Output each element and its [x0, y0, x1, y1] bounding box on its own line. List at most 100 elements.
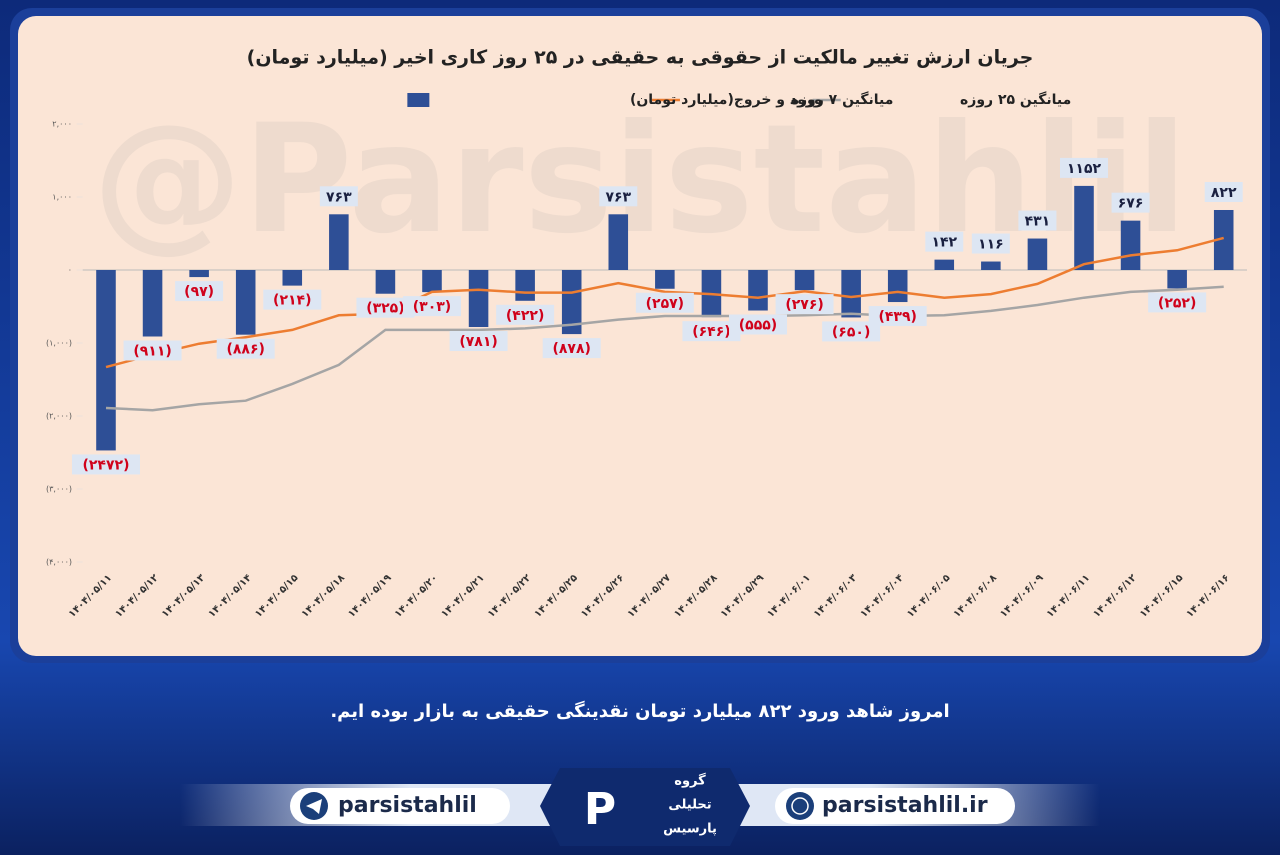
data-label-box	[319, 186, 358, 207]
data-label: ۱۴۲	[931, 235, 957, 251]
data-label-box	[175, 281, 224, 302]
y-tick-label: ۰	[68, 266, 72, 275]
globe-icon	[786, 792, 814, 820]
data-label: (۲۵۷)	[646, 296, 684, 312]
data-label-box	[216, 338, 275, 359]
website-pill	[775, 788, 1015, 824]
y-tick-label: (۲,۰۰۰)	[46, 412, 72, 421]
data-label-box	[599, 186, 638, 207]
logo-mark: P	[584, 784, 616, 835]
data-label-box	[775, 294, 834, 315]
bar	[329, 214, 349, 270]
data-label: (۲۷۶)	[785, 297, 823, 313]
data-label-box	[635, 292, 694, 313]
bar	[189, 270, 209, 278]
data-label: ۱۱۵۲	[1067, 161, 1102, 177]
bar	[515, 270, 535, 301]
data-label-box	[971, 233, 1010, 254]
data-label-box	[1204, 181, 1243, 202]
data-label-box	[496, 304, 555, 325]
bar	[1167, 270, 1187, 289]
legend-label: میانگین ۷ روزه	[791, 91, 894, 108]
data-label-box	[356, 297, 415, 318]
data-label: (۲۴۷۲)	[82, 457, 129, 473]
y-tick-label: (۳,۰۰۰)	[46, 485, 72, 494]
logo-box	[540, 768, 750, 846]
bar	[655, 270, 675, 289]
logo-line: تحلیلی	[668, 798, 711, 813]
bar	[1213, 209, 1234, 270]
bar	[841, 270, 861, 318]
bar	[608, 214, 629, 270]
data-label: (۹۱۱)	[133, 344, 171, 360]
website[interactable]: parsistahlil.ir	[822, 793, 988, 818]
line	[105, 285, 1224, 412]
y-tick-label: (۱,۰۰۰)	[46, 339, 72, 348]
data-label-box	[682, 321, 741, 342]
data-label: ۷۶۳	[326, 189, 352, 205]
data-label: (۹۷)	[184, 284, 214, 300]
data-label: ۸۲۲	[1211, 185, 1237, 201]
y-tick-label: (۴,۰۰۰)	[46, 558, 72, 567]
data-label: (۵۵۵)	[739, 318, 777, 334]
data-label: (۸۸۶)	[226, 342, 264, 358]
data-label-box	[868, 306, 927, 327]
data-label-box	[1018, 210, 1057, 231]
data-label-box	[1059, 157, 1108, 178]
bar	[282, 270, 303, 286]
legend-label: ورود و خروج(میلیارد تومان)	[630, 92, 823, 108]
chart-panel	[18, 16, 1262, 656]
caption: امروز شاهد ورود ۸۲۲ میلیارد تومان نقدینگ…	[330, 700, 949, 722]
data-label-box	[123, 340, 182, 361]
data-label-box	[542, 338, 601, 359]
line	[105, 236, 1225, 369]
data-label-box	[402, 296, 461, 317]
bar	[142, 270, 163, 337]
telegram-handle[interactable]: parsistahlil	[338, 793, 477, 818]
bar	[794, 270, 815, 291]
data-label: (۴۳۹)	[878, 309, 916, 325]
bar	[1027, 238, 1048, 270]
data-label: ۶۷۶	[1118, 196, 1144, 212]
bar	[1120, 220, 1141, 270]
telegram-pill	[290, 788, 510, 824]
data-label: (۸۷۸)	[552, 341, 590, 357]
legend-swatch	[407, 93, 430, 107]
y-tick-label: ۲,۰۰۰	[52, 120, 72, 129]
data-label: (۳۲۵)	[366, 301, 404, 317]
data-label: (۴۲۲)	[506, 308, 544, 324]
chart-title: جریان ارزش تغییر مالکیت از حقوقی به حقیق…	[247, 47, 1034, 69]
bar	[422, 270, 442, 293]
bar	[468, 270, 489, 328]
data-label: ۷۶۳	[605, 189, 631, 205]
bar	[748, 270, 768, 311]
data-label-box	[1111, 192, 1150, 213]
data-label-box	[1148, 292, 1207, 313]
bar	[96, 270, 116, 451]
watermark: @Parsistahlil	[92, 93, 1187, 267]
data-label: (۲۵۲)	[1158, 295, 1196, 311]
legend-label: میانگین ۲۵ روزه	[960, 91, 1071, 108]
data-label: (۲۱۴)	[273, 293, 311, 309]
bar	[887, 270, 908, 303]
data-label: ۴۳۱	[1025, 214, 1051, 230]
y-tick-label: ۱,۰۰۰	[52, 193, 72, 202]
data-label: (۶۴۶)	[692, 324, 730, 340]
data-label-box	[263, 289, 322, 310]
bar	[375, 270, 396, 294]
data-label: (۳۰۳)	[413, 299, 451, 315]
data-label-box	[925, 231, 964, 252]
bar	[981, 261, 1001, 270]
bar	[561, 270, 582, 335]
telegram-plane	[306, 799, 322, 814]
data-label-box	[449, 331, 508, 352]
data-label: ۱۱۶	[978, 237, 1004, 253]
data-label: (۶۵۰)	[832, 324, 870, 340]
logo-line: پارسیس	[663, 822, 717, 837]
globe-lines	[791, 797, 809, 815]
data-label-box	[822, 321, 881, 342]
bar	[1074, 185, 1094, 270]
data-label-box	[71, 454, 140, 475]
